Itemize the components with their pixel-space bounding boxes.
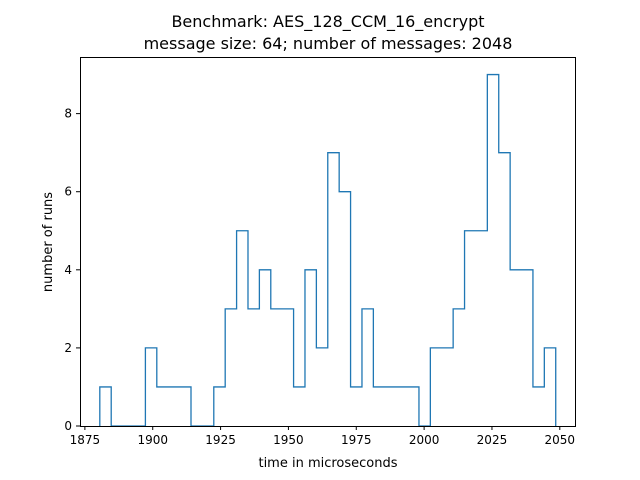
- histogram-bin: [465, 231, 476, 426]
- histogram-bin: [248, 309, 259, 426]
- y-tick-label: 6: [64, 185, 72, 199]
- histogram-bin: [442, 348, 453, 426]
- x-tick-label: 1900: [137, 433, 168, 447]
- histogram-bin: [476, 231, 487, 426]
- histogram-bin: [225, 309, 236, 426]
- histogram-bin: [396, 387, 407, 426]
- chart-subtitle: message size: 64; number of messages: 20…: [144, 34, 513, 53]
- x-tick-label: 1950: [273, 433, 304, 447]
- x-tick-label: 2000: [409, 433, 440, 447]
- y-axis-label: number of runs: [41, 192, 56, 292]
- histogram-bin: [453, 309, 464, 426]
- histogram-bin: [157, 387, 168, 426]
- histogram-bin: [408, 387, 419, 426]
- histogram-bin: [385, 387, 396, 426]
- histogram-bin: [430, 348, 441, 426]
- histogram-bin: [351, 387, 362, 426]
- histogram-bin: [145, 348, 156, 426]
- x-tick-label: 1975: [341, 433, 372, 447]
- histogram-bin: [168, 387, 179, 426]
- x-tick-label: 2025: [477, 433, 508, 447]
- histogram-bin: [100, 387, 111, 426]
- histogram-bin: [237, 231, 248, 426]
- histogram-bin: [487, 75, 498, 426]
- histogram-bin: [294, 387, 305, 426]
- histogram-bin: [214, 387, 225, 426]
- histogram-bin: [339, 192, 350, 426]
- histogram-bin: [362, 309, 373, 426]
- y-tick-label: 8: [64, 107, 72, 121]
- y-tick-label: 4: [64, 263, 72, 277]
- histogram-bin: [522, 270, 533, 426]
- histogram-bin: [544, 348, 555, 426]
- chart-title: Benchmark: AES_128_CCM_16_encrypt: [171, 12, 484, 32]
- histogram-bin: [373, 387, 384, 426]
- histogram-bin: [510, 270, 521, 426]
- axes-frame: [80, 57, 576, 427]
- x-axis-ticks: 1875 1900 1925 1950 1975 2000 2025 2050: [70, 426, 575, 447]
- y-axis-ticks: 0 2 4 6 8: [64, 107, 80, 433]
- histogram-bin: [282, 309, 293, 426]
- histogram-bin: [259, 270, 270, 426]
- x-tick-label: 2050: [545, 433, 576, 447]
- histogram-bin: [305, 270, 316, 426]
- y-tick-label: 2: [64, 341, 72, 355]
- histogram-step-line: [99, 73, 557, 427]
- histogram-bin: [328, 153, 339, 426]
- histogram-bin: [180, 387, 191, 426]
- x-axis-label: time in microseconds: [258, 456, 397, 471]
- x-tick-label: 1925: [205, 433, 236, 447]
- plot-area: [99, 73, 557, 427]
- histogram-bin: [499, 153, 510, 426]
- y-tick-label: 0: [64, 419, 72, 433]
- x-tick-label: 1875: [70, 433, 101, 447]
- histogram-bin: [533, 387, 544, 426]
- histogram-bin: [271, 309, 282, 426]
- histogram-bin: [316, 348, 327, 426]
